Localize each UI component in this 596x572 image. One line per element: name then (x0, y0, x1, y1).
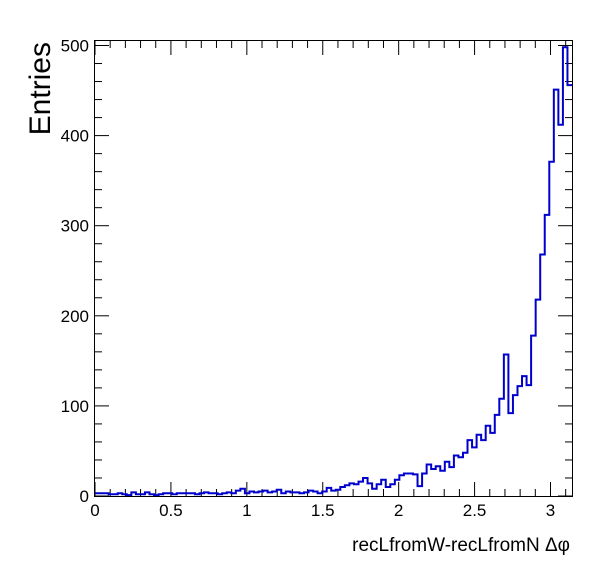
y-tick-label: 300 (61, 217, 89, 236)
histogram-series (95, 46, 572, 497)
y-axis-title: Entries (24, 42, 57, 135)
y-tick-label: 100 (61, 397, 89, 416)
y-tick-labels: 0 100 200 300 400 500 (61, 37, 89, 506)
x-tick-label: 3 (546, 501, 555, 520)
x-tick-label: 1.5 (311, 501, 335, 520)
x-tick-label: 2.5 (463, 501, 487, 520)
x-axis-title: recLfromW-recLfromN Δφ (352, 535, 570, 556)
x-tick-label: 0 (90, 501, 99, 520)
x-tick-label: 2 (394, 501, 403, 520)
y-tick-label: 400 (61, 127, 89, 146)
y-tick-label: 0 (80, 487, 89, 506)
y-tick-label: 500 (61, 37, 89, 56)
y-tick-label: 200 (61, 307, 89, 326)
plot-frame (94, 40, 573, 497)
x-tick-label: 0.5 (159, 501, 183, 520)
x-tick-label: 1 (242, 501, 251, 520)
x-tick-labels: 0 0.5 1 1.5 2 2.5 3 (90, 501, 555, 520)
